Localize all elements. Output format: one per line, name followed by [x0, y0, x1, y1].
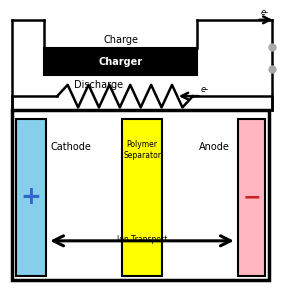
Text: Cathode: Cathode — [51, 142, 92, 152]
Bar — [122, 119, 162, 275]
Text: e-: e- — [200, 85, 208, 93]
Bar — [45, 48, 197, 75]
Text: +: + — [21, 185, 41, 209]
Text: Charger: Charger — [99, 56, 143, 66]
Text: Polymer
Separator: Polymer Separator — [123, 141, 161, 160]
Bar — [238, 119, 265, 275]
Text: Charge: Charge — [103, 35, 138, 45]
Text: −: − — [242, 187, 261, 207]
Bar — [16, 119, 46, 275]
Text: Discharge: Discharge — [74, 80, 123, 90]
Text: e-: e- — [261, 8, 269, 17]
Text: Anode: Anode — [199, 142, 229, 152]
Text: Ion Transport: Ion Transport — [117, 235, 167, 244]
Bar — [12, 110, 269, 280]
